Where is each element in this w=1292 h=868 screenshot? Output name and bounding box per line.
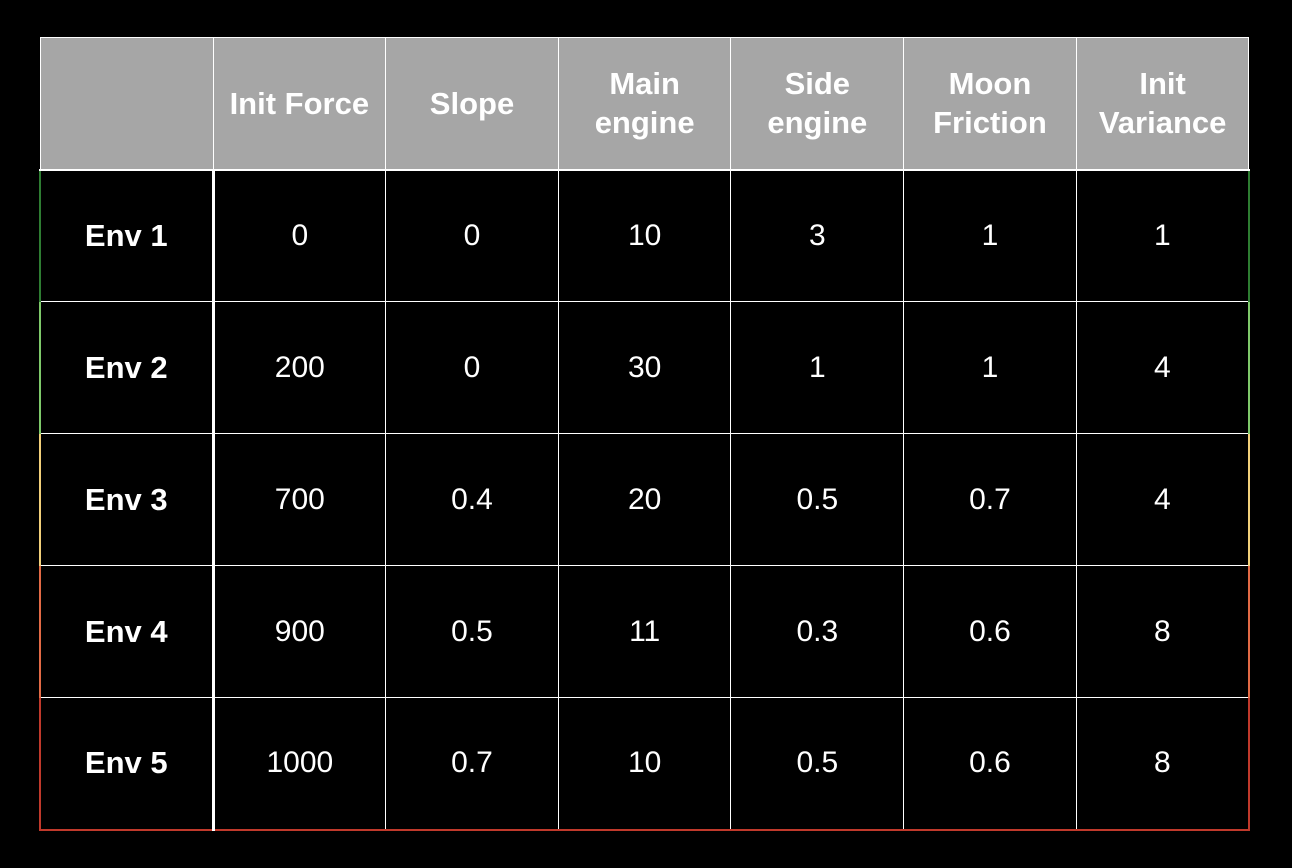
table-header-row: Init Force Slope Main engine Side engine… xyxy=(39,37,1250,171)
table-cell: 0.7 xyxy=(903,433,1077,566)
table-cell: 700 xyxy=(212,433,387,566)
header-label-line: Init xyxy=(1139,66,1186,102)
table-cell: 0.3 xyxy=(730,565,905,698)
header-cell-side-engine: Side engine xyxy=(730,37,905,171)
table-cell: 8 xyxy=(1075,697,1250,831)
table-cell: 8 xyxy=(1075,565,1250,698)
table-cell: 3 xyxy=(730,169,905,302)
header-label-line: Variance xyxy=(1098,105,1227,141)
table-cell: 10 xyxy=(557,169,732,302)
table-cell: 0.5 xyxy=(385,565,559,698)
table-cell: 1 xyxy=(730,301,905,434)
table-cell: 0.5 xyxy=(730,697,905,831)
table-cell: 0.6 xyxy=(903,697,1077,831)
header-cell-corner xyxy=(39,37,214,171)
header-cell-init-variance: Init Variance xyxy=(1075,37,1250,171)
table-cell: 4 xyxy=(1075,433,1250,566)
header-cell-init-force: Init Force xyxy=(212,37,387,171)
row-label-cell: Env 1 xyxy=(39,169,215,302)
table-cell: 1 xyxy=(1075,169,1250,302)
header-label-line: engine xyxy=(767,105,868,141)
header-label: Init Force xyxy=(229,85,370,121)
row-label-cell: Env 4 xyxy=(39,565,215,698)
table-cell: 0.7 xyxy=(385,697,559,831)
row-label-cell: Env 2 xyxy=(39,301,215,434)
table-cell: 0 xyxy=(212,169,387,302)
row-label-cell: Env 5 xyxy=(39,697,215,831)
header-cell-moon-friction: Moon Friction xyxy=(903,37,1077,171)
table-body: Env 1 0 0 10 3 1 1 Env 2 200 0 30 1 1 4 Env 3 700 0.4 20 0… xyxy=(39,169,1250,831)
header-label-line: Side xyxy=(784,66,851,102)
header-label-line: Friction xyxy=(933,105,1047,141)
header-label-line: Main xyxy=(609,66,680,102)
environment-parameter-table: Init Force Slope Main engine Side engine… xyxy=(39,37,1250,831)
table-cell: 1 xyxy=(903,301,1077,434)
table-row: Env 5 1000 0.7 10 0.5 0.6 8 xyxy=(39,697,1250,831)
table-cell: 11 xyxy=(557,565,732,698)
header-label-line: engine xyxy=(594,105,695,141)
parameter-table-container: Init Force Slope Main engine Side engine… xyxy=(39,37,1250,831)
table-row: Env 4 900 0.5 11 0.3 0.6 8 xyxy=(39,565,1250,698)
header-cell-main-engine: Main engine xyxy=(557,37,732,171)
table-cell: 0.5 xyxy=(730,433,905,566)
row-label-cell: Env 3 xyxy=(39,433,215,566)
table-cell: 200 xyxy=(212,301,387,434)
table-cell: 30 xyxy=(557,301,732,434)
table-cell: 0.6 xyxy=(903,565,1077,698)
header-label-line: Moon xyxy=(948,66,1032,102)
header-cell-slope: Slope xyxy=(385,37,559,171)
header-label: Slope xyxy=(429,85,515,121)
table-cell: 10 xyxy=(557,697,732,831)
table-cell: 0 xyxy=(385,301,559,434)
table-cell: 1000 xyxy=(212,697,387,831)
table-cell: 4 xyxy=(1075,301,1250,434)
table-cell: 0.4 xyxy=(385,433,559,566)
table-row: Env 1 0 0 10 3 1 1 xyxy=(39,169,1250,302)
table-row: Env 2 200 0 30 1 1 4 xyxy=(39,301,1250,434)
table-cell: 0 xyxy=(385,169,559,302)
table-cell: 900 xyxy=(212,565,387,698)
table-cell: 20 xyxy=(557,433,732,566)
table-row: Env 3 700 0.4 20 0.5 0.7 4 xyxy=(39,433,1250,566)
table-cell: 1 xyxy=(903,169,1077,302)
